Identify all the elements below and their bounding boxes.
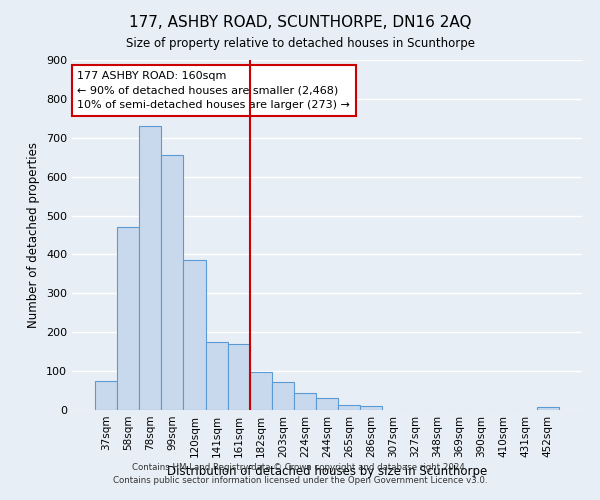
Text: 177, ASHBY ROAD, SCUNTHORPE, DN16 2AQ: 177, ASHBY ROAD, SCUNTHORPE, DN16 2AQ — [129, 15, 471, 30]
Bar — [537, 407, 559, 410]
Bar — [360, 406, 382, 410]
Text: Contains HM Land Registry data © Crown copyright and database right 2024.
Contai: Contains HM Land Registry data © Crown c… — [113, 464, 487, 485]
Bar — [250, 372, 272, 410]
Bar — [161, 156, 184, 410]
Text: Size of property relative to detached houses in Scunthorpe: Size of property relative to detached ho… — [125, 38, 475, 51]
Y-axis label: Number of detached properties: Number of detached properties — [28, 142, 40, 328]
Bar — [117, 227, 139, 410]
Bar — [316, 398, 338, 410]
X-axis label: Distribution of detached houses by size in Scunthorpe: Distribution of detached houses by size … — [167, 466, 487, 478]
Bar — [184, 260, 206, 410]
Bar — [294, 392, 316, 410]
Bar — [206, 342, 227, 410]
Bar — [227, 344, 250, 410]
Bar — [272, 382, 294, 410]
Text: 177 ASHBY ROAD: 160sqm
← 90% of detached houses are smaller (2,468)
10% of semi-: 177 ASHBY ROAD: 160sqm ← 90% of detached… — [77, 70, 350, 110]
Bar — [338, 405, 360, 410]
Bar — [139, 126, 161, 410]
Bar — [95, 381, 117, 410]
